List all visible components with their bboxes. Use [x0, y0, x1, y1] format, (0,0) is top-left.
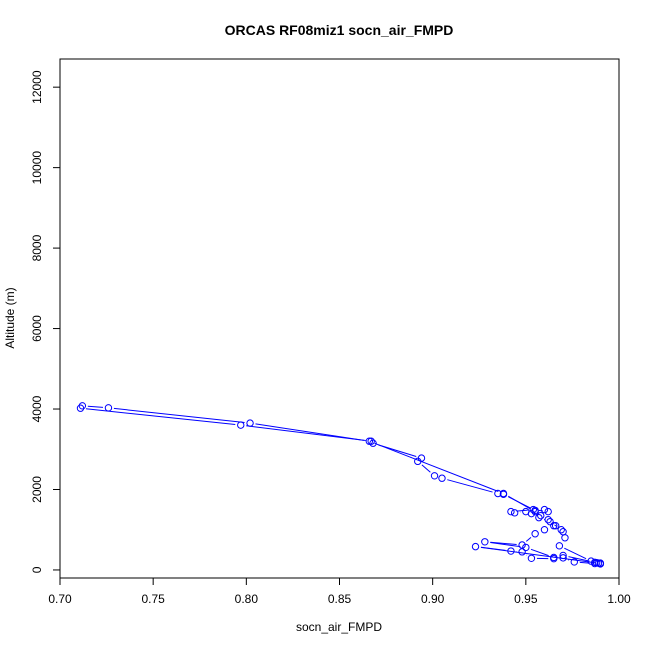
data-point — [522, 543, 530, 552]
data-point — [531, 507, 539, 516]
data-point — [591, 558, 599, 567]
data-point — [499, 489, 508, 498]
data-point — [537, 511, 545, 520]
x-tick-label: 0.95 — [514, 592, 538, 606]
data-point — [367, 437, 375, 445]
data-point — [559, 554, 567, 562]
data-point — [540, 505, 549, 514]
y-tick-label: 0 — [30, 566, 44, 573]
series-segment — [87, 405, 104, 408]
series-segment — [525, 536, 532, 542]
y-tick-label: 6000 — [30, 315, 44, 342]
plot-frame — [59, 58, 620, 579]
x-tick-label: 0.85 — [328, 592, 352, 606]
data-point — [369, 439, 377, 447]
data-point — [518, 548, 526, 556]
series-segment — [374, 442, 499, 492]
data-point — [596, 559, 605, 567]
data-point — [531, 530, 539, 538]
series-segment — [554, 524, 558, 527]
data-point — [544, 507, 552, 516]
data-point — [365, 437, 374, 445]
data-point — [535, 513, 543, 522]
data-point — [494, 489, 502, 498]
data-point — [557, 526, 565, 534]
data-point — [507, 547, 515, 555]
x-tick-label: 0.90 — [421, 592, 445, 606]
x-tick-label: 1.00 — [607, 592, 631, 606]
series-segment — [480, 546, 595, 564]
data-point — [507, 507, 515, 516]
series-segment — [568, 556, 590, 562]
series-segment — [447, 479, 493, 493]
data-point — [471, 542, 480, 551]
x-axis-label: socn_air_FMPD — [296, 620, 382, 634]
series-segment — [538, 509, 543, 512]
data-point — [522, 507, 530, 516]
series-segment — [490, 541, 517, 546]
series-segment — [113, 407, 245, 424]
data-point — [540, 526, 549, 534]
x-axis: 0.70 0.75 0.80 0.85 0.90 0.95 1.00 — [48, 578, 631, 606]
y-axis: 0 2000 4000 6000 8000 10000 12000 — [30, 70, 60, 573]
data-point — [546, 517, 554, 526]
data-point — [510, 509, 519, 517]
data-point — [78, 402, 87, 410]
data-point — [555, 542, 564, 550]
data-point — [570, 558, 578, 566]
data-point — [430, 472, 439, 480]
series-segment — [516, 509, 528, 512]
data-point — [551, 521, 560, 530]
data-point — [544, 515, 552, 524]
data-point — [559, 551, 567, 560]
series-segment — [490, 542, 521, 548]
x-tick-label: 0.70 — [48, 592, 72, 606]
series-segment — [564, 547, 587, 560]
data-point — [550, 521, 558, 530]
data-point — [561, 534, 569, 542]
data-point — [481, 538, 489, 546]
series-segment — [508, 495, 531, 510]
data-point — [246, 419, 254, 427]
y-tick-label: 12000 — [30, 70, 44, 104]
series-segment — [579, 561, 590, 564]
y-axis-label: Altitude (m) — [3, 287, 17, 348]
series-segment — [530, 548, 549, 557]
data-point — [237, 421, 245, 429]
data-point — [76, 404, 85, 412]
y-tick-label: 10000 — [30, 151, 44, 185]
data-point — [587, 557, 595, 565]
data-point — [594, 559, 603, 567]
data-point — [417, 454, 426, 462]
x-tick-label: 0.80 — [235, 592, 259, 606]
data-point — [438, 474, 446, 482]
series-layer — [76, 402, 605, 568]
series-segment — [255, 423, 364, 441]
chart-title: ORCAS RF08miz1 socn_air_FMPD — [225, 22, 454, 38]
y-tick-label: 4000 — [30, 395, 44, 422]
data-point — [550, 553, 558, 562]
data-point — [104, 404, 113, 412]
series-segment — [85, 408, 236, 426]
y-tick-label: 8000 — [30, 234, 44, 261]
y-tick-label: 2000 — [30, 476, 44, 503]
x-tick-label: 0.75 — [141, 592, 165, 606]
data-point — [518, 541, 526, 549]
data-point — [527, 554, 536, 562]
series-segment — [421, 464, 431, 473]
